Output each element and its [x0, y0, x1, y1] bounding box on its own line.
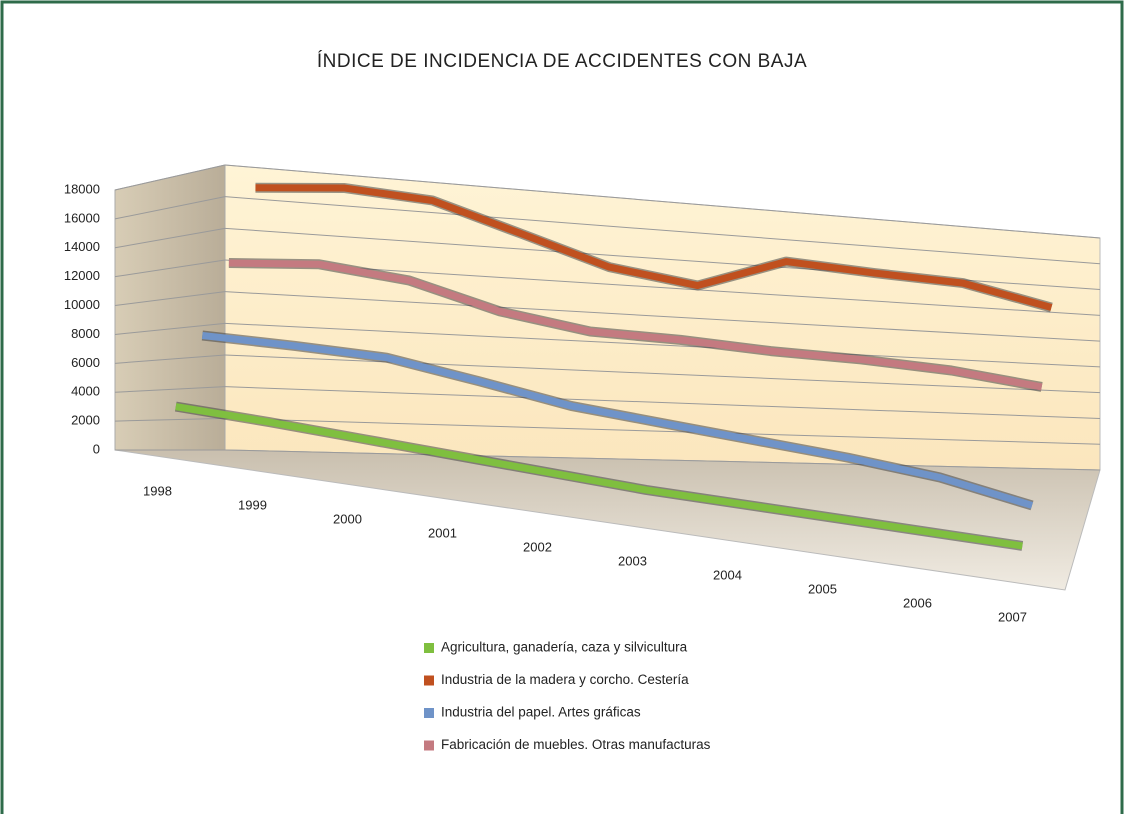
grid-line	[224, 322, 1101, 368]
grid-line	[114, 322, 226, 335]
y-tick-label: 4000	[71, 384, 100, 399]
x-tick-label: 2001	[428, 525, 457, 540]
grid-line	[224, 354, 1101, 394]
legend-swatch	[424, 740, 434, 751]
series-line	[175, 403, 1023, 550]
y-tick-label: 10000	[64, 297, 100, 312]
grid-line	[224, 417, 1101, 445]
x-tick-label: 2004	[713, 567, 742, 582]
grid-line	[114, 196, 226, 220]
grid-line	[114, 259, 226, 278]
x-tick-label: 1999	[238, 497, 267, 512]
y-tick-label: 18000	[64, 181, 100, 196]
y-tick-label: 2000	[71, 413, 100, 428]
x-tick-label: 2003	[618, 553, 647, 568]
y-tick-label: 12000	[64, 268, 100, 283]
grid-line	[224, 164, 1101, 239]
y-tick-label: 0	[93, 441, 100, 456]
grid-line	[224, 449, 1101, 471]
y-tick-label: 6000	[71, 355, 100, 370]
legend-swatch	[424, 708, 434, 718]
legend-label: Industria del papel. Artes gráficas	[441, 705, 641, 720]
y-tick-label: 14000	[64, 239, 100, 254]
grid-line	[114, 291, 226, 307]
grid-line	[114, 354, 226, 364]
x-tick-label: 2007	[998, 609, 1027, 624]
grid-line	[224, 386, 1101, 419]
grid-line	[114, 227, 226, 249]
legend-swatch	[424, 643, 434, 653]
grid-line	[114, 417, 226, 422]
x-tick-label: 2006	[903, 595, 932, 610]
legend-swatch	[424, 675, 434, 686]
grid-line	[114, 386, 226, 393]
grid-line	[224, 196, 1101, 265]
x-tick-label: 2005	[808, 581, 837, 596]
y-tick-label: 16000	[64, 210, 100, 225]
x-tick-label: 2000	[333, 511, 362, 526]
series-line	[201, 331, 1034, 509]
grid-line	[114, 164, 226, 191]
series-line	[255, 184, 1053, 311]
floor	[114, 449, 1101, 591]
grid-line	[224, 291, 1101, 342]
x-tick-label: 1998	[143, 483, 172, 498]
legend-label: Agricultura, ganadería, caza y silvicult…	[441, 640, 688, 655]
y-tick-label: 8000	[71, 326, 100, 341]
legend-label: Industria de la madera y corcho. Cesterí…	[441, 672, 689, 687]
chart-title: ÍNDICE DE INCIDENCIA DE ACCIDENTES CON B…	[317, 51, 807, 72]
series-line	[228, 259, 1043, 391]
legend-label: Fabricación de muebles. Otras manufactur…	[441, 737, 711, 752]
x-tick-label: 2002	[523, 539, 552, 554]
